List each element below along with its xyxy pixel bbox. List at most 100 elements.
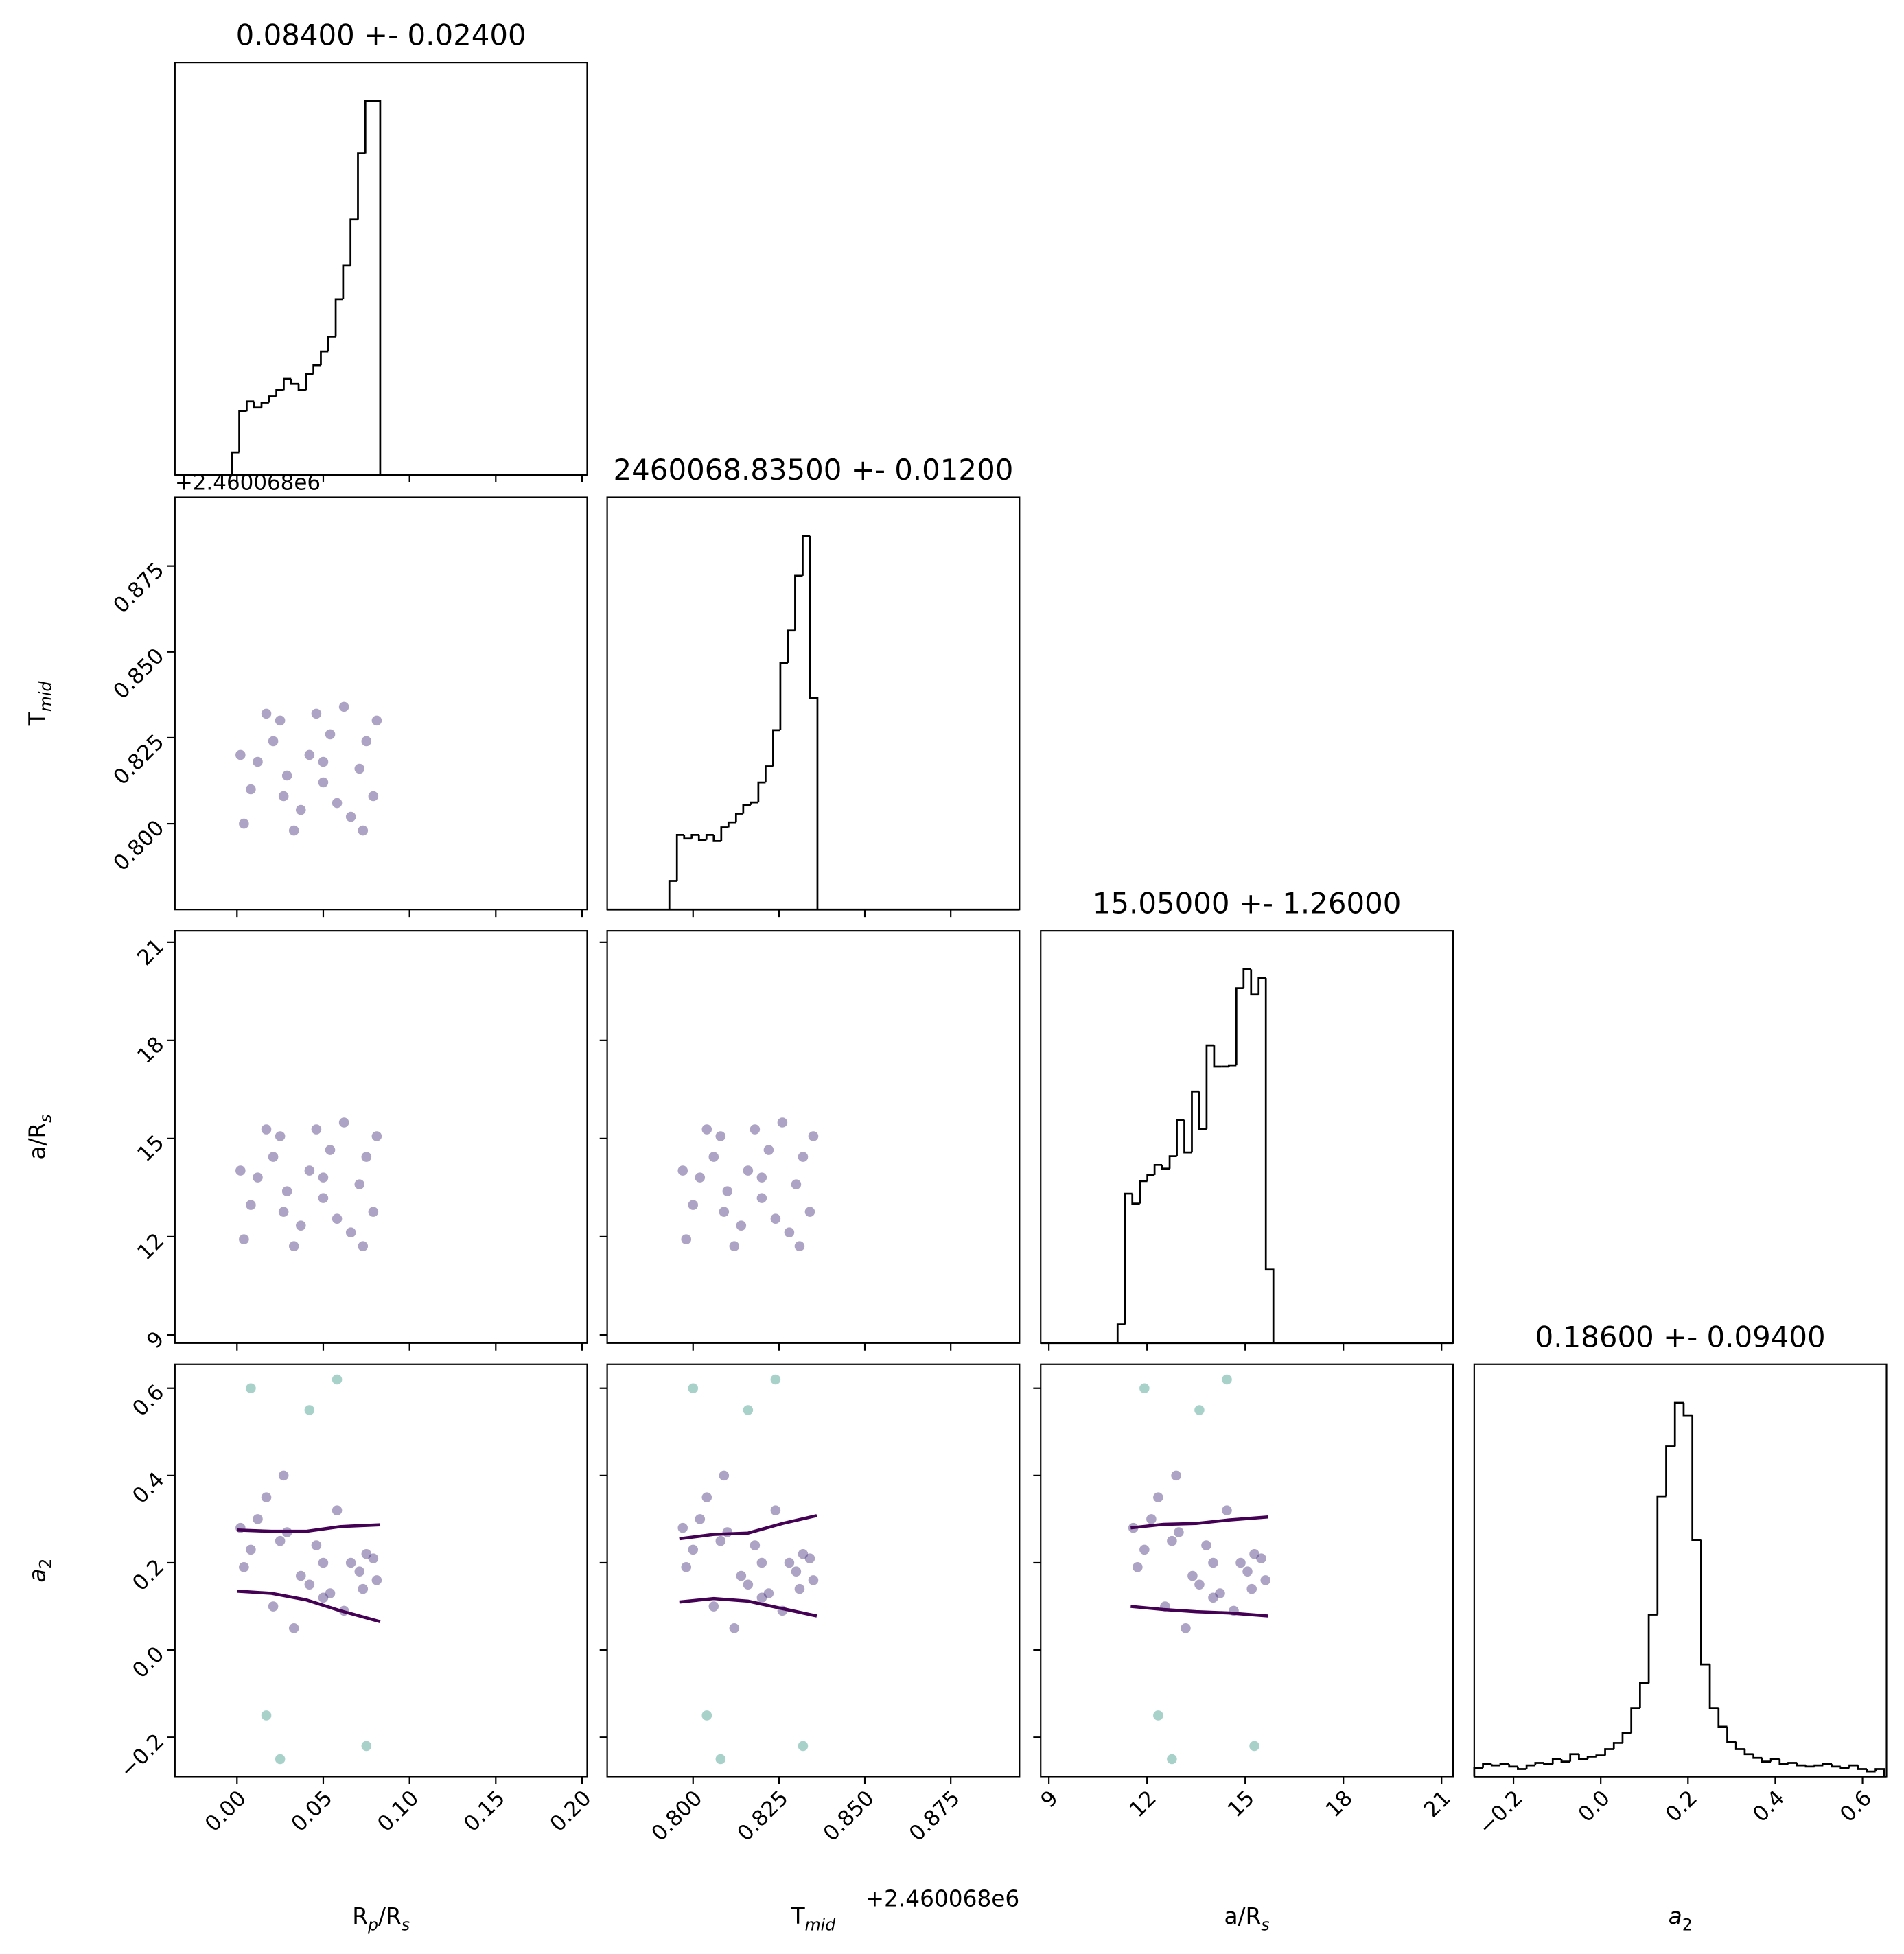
scatter-point [311,1540,322,1550]
x-tick-label: 0.20 [545,1786,596,1837]
scatter-point [736,1220,747,1231]
hist-bin [1508,1764,1518,1768]
hist-bin [260,402,269,408]
x-tick-label: 0.10 [373,1786,423,1837]
hist-bin [238,410,247,453]
scatter-point [1246,1583,1257,1594]
scatter-point [1181,1623,1191,1633]
scatter-point [371,715,382,726]
scatter-point [318,1557,329,1568]
scatter-point [804,1207,815,1217]
hist-bin [1796,1763,1806,1767]
x-tick-label: 0.875 [905,1786,965,1846]
hist-bin [690,833,699,839]
panel [606,496,1021,918]
panel-frame [606,1363,1021,1778]
scatter-point [770,1374,781,1385]
scatter-point [345,811,356,822]
x-tick-label: 0.0 [1574,1786,1615,1827]
scatter-point [275,1754,286,1765]
scatter-point [719,1470,730,1481]
scatter-point [332,1374,343,1385]
scatter-point [311,708,322,719]
panel-frame [1040,1363,1454,1778]
scatter-point [246,1383,256,1394]
hist-bin [312,364,321,374]
hist-bin [1131,1194,1140,1205]
scatter-point [677,1522,688,1533]
hist-bin [1647,1614,1658,1684]
label-part: a [1669,1903,1682,1929]
hist-bin [1874,1768,1885,1777]
panel: −0.2 0.0 0.2 0.4 0.6 [1473,1363,1888,1840]
y-tick-label: 0.0 [128,1642,169,1683]
y-tick-label: 0.800 [108,815,169,876]
scatter-point [358,825,369,836]
scatter-point [1167,1535,1177,1546]
scatter-point [688,1200,699,1210]
hist-bin [1257,977,1266,995]
scatter-point [325,1145,336,1155]
panel-frame [1473,1363,1888,1778]
scatter-point [1133,1562,1143,1572]
scatter-point [318,1172,329,1183]
scatter-point [743,1165,754,1176]
hist-bin [297,384,306,391]
scatter-point [268,1601,279,1612]
hist-bin [1595,1754,1605,1757]
panel: 0.800 0.825 0.850 0.875 [108,496,588,918]
scatter-point [296,1220,306,1231]
x-axis-label: Rp/Rs [352,1903,410,1934]
scatter-point [791,1566,802,1577]
scatter-point [261,1710,272,1721]
y-tick-label: 0.875 [108,558,169,618]
hist-bin [802,535,810,576]
hist-bin [794,574,803,631]
scatter-point [750,1124,761,1135]
scatter-point [1194,1405,1205,1415]
x-tick-label: −0.2 [1474,1786,1528,1840]
scatter-point [808,1131,819,1141]
scatter-point [288,1241,299,1251]
scatter-point [338,701,349,712]
scatter-point [325,729,336,740]
x-tick-label: 0.825 [732,1786,793,1846]
hist-bin [1235,987,1244,1066]
x-axis-label: a2 [1669,1903,1693,1934]
hist-bin [253,401,262,409]
contour-line [237,1590,381,1623]
scatter-point [1153,1492,1163,1502]
panel [599,930,1021,1351]
scatter-point [338,1117,349,1128]
hist-bin [1205,1044,1214,1129]
scatter-point [239,1562,249,1572]
scatter-point [763,1145,774,1155]
scatter-point [304,1405,315,1415]
hist-bin [1490,1764,1500,1767]
hist-bin [1778,1759,1789,1765]
scatter-point [695,1172,706,1183]
scatter-point [701,1124,712,1135]
label-part: s [402,1915,410,1934]
hist-bin [1242,968,1251,988]
hist-bin [1761,1758,1772,1763]
panel-frame [174,930,588,1344]
hist-bin [1604,1748,1614,1756]
scatter-point [784,1227,795,1237]
hist-bin [1769,1758,1780,1762]
scatter-point [368,791,379,802]
scatter-point [304,1165,315,1176]
scatter-point [1256,1553,1266,1563]
hist-bin [1578,1754,1588,1760]
hist-bin [364,100,373,154]
scatter-point [1249,1741,1259,1752]
x-tick-label: 18 [1321,1786,1358,1822]
hist-bin [1700,1539,1710,1666]
panel-title: 2460068.83500 +- 0.01200 [614,453,1014,487]
hist-bin [668,880,677,910]
hist-bin [1630,1707,1640,1733]
hist-bin [1543,1763,1553,1765]
y-tick-label: 0.4 [128,1467,169,1509]
hist-bin [727,821,736,828]
